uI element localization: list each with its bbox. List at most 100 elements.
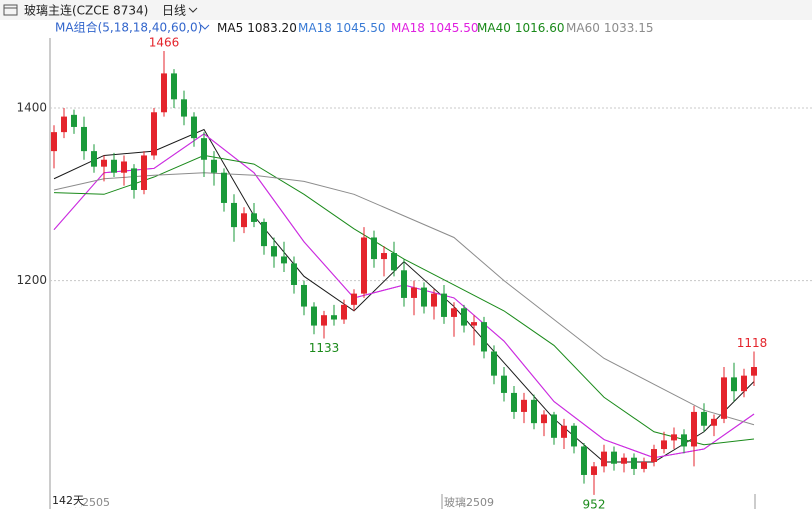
days-count: 142天 bbox=[52, 494, 84, 507]
candle-body bbox=[141, 155, 147, 190]
candle-body bbox=[431, 293, 437, 307]
extreme-label: 1133 bbox=[309, 341, 340, 355]
candle-body bbox=[571, 425, 577, 447]
legend-value: 1083.20 bbox=[247, 21, 297, 35]
y-tick-label: 1200 bbox=[16, 273, 47, 287]
candle-body bbox=[231, 202, 237, 228]
candle-body bbox=[421, 287, 427, 307]
candle-body bbox=[721, 377, 727, 419]
candle-body bbox=[171, 73, 177, 100]
indicator-chevron[interactable] bbox=[200, 24, 210, 30]
candle-body bbox=[441, 293, 447, 317]
legend-entry: MA18 1045.50 bbox=[298, 21, 385, 35]
candle-body bbox=[501, 375, 507, 393]
candle-body bbox=[111, 159, 117, 173]
candle-body bbox=[691, 411, 697, 447]
candle-body bbox=[261, 221, 267, 247]
candle-body bbox=[701, 411, 707, 426]
candle-body bbox=[251, 213, 257, 222]
y-tick-label: 1400 bbox=[16, 100, 47, 114]
candle-body bbox=[71, 114, 77, 127]
candle-body bbox=[401, 270, 407, 298]
candle-body bbox=[411, 287, 417, 298]
legend-name: MA18 bbox=[391, 21, 425, 35]
candle-body bbox=[591, 466, 597, 475]
legend-entry: MA18 1045.50 bbox=[391, 21, 478, 35]
legend-value: 1045.50 bbox=[336, 21, 386, 35]
candle-body bbox=[451, 308, 457, 317]
candle-body bbox=[321, 315, 327, 326]
candle-body bbox=[741, 375, 747, 392]
candle-body bbox=[711, 418, 717, 426]
candle-body bbox=[551, 414, 557, 438]
candle-body bbox=[661, 440, 667, 450]
candle-body bbox=[381, 253, 387, 260]
candle-body bbox=[521, 399, 527, 412]
candle-body bbox=[51, 132, 57, 152]
candle-body bbox=[731, 377, 737, 392]
icon[interactable] bbox=[3, 4, 18, 16]
indicator-name[interactable]: MA组合(5,18,18,40,60,0) bbox=[55, 20, 202, 35]
candle-body bbox=[611, 451, 617, 464]
candle-body bbox=[291, 263, 297, 285]
candle-body bbox=[121, 161, 127, 173]
candle-body bbox=[671, 434, 677, 441]
extreme-label: 952 bbox=[583, 497, 606, 509]
candle-body bbox=[161, 73, 167, 113]
candle-body bbox=[101, 159, 107, 167]
candle-body bbox=[491, 351, 497, 376]
candle-body bbox=[341, 304, 347, 320]
legend-name: MA40 bbox=[477, 21, 511, 35]
legend-name: MA60 bbox=[566, 21, 600, 35]
candle-body bbox=[481, 322, 487, 352]
candle-body bbox=[221, 172, 227, 203]
legend-value: 1033.15 bbox=[604, 21, 654, 35]
candle-body bbox=[651, 449, 657, 463]
candle-body bbox=[61, 116, 67, 133]
legend-value: 1045.50 bbox=[429, 21, 479, 35]
legend-value: 1016.60 bbox=[515, 21, 565, 35]
period[interactable]: 日线 bbox=[162, 4, 186, 18]
candle-body bbox=[151, 112, 157, 156]
legend-entry: MA60 1033.15 bbox=[566, 21, 653, 35]
legend-entry: MA40 1016.60 bbox=[477, 21, 564, 35]
candle-body bbox=[601, 451, 607, 467]
candle-body bbox=[531, 399, 537, 424]
extreme-label: 1466 bbox=[149, 35, 180, 49]
candle-body bbox=[241, 213, 247, 228]
symbol-title: 玻璃主连(CZCE 8734) bbox=[24, 3, 148, 18]
candle-body bbox=[311, 306, 317, 326]
candle-body bbox=[211, 159, 217, 173]
ma-line bbox=[53, 172, 755, 426]
candle-body bbox=[361, 237, 367, 294]
legend-name: MA5 bbox=[217, 21, 243, 35]
candle-body bbox=[331, 315, 337, 320]
extreme-label: 1118 bbox=[737, 336, 768, 350]
candle-body bbox=[631, 457, 637, 469]
candle-body bbox=[511, 392, 517, 412]
candle-body bbox=[561, 425, 567, 438]
candle-body bbox=[181, 99, 187, 117]
candle-body bbox=[271, 246, 277, 257]
candle-body bbox=[91, 151, 97, 167]
legend-name: MA18 bbox=[298, 21, 332, 35]
candle-body bbox=[541, 414, 547, 424]
candle-body bbox=[351, 293, 357, 305]
candle-body bbox=[191, 116, 197, 139]
contract-label: 玻璃2509 bbox=[444, 495, 494, 509]
candle-body bbox=[471, 322, 477, 326]
candle-body bbox=[81, 126, 87, 152]
candle-body bbox=[641, 462, 647, 469]
candle-body bbox=[751, 367, 757, 376]
candle-body bbox=[371, 237, 377, 260]
candle-body bbox=[391, 253, 397, 271]
candle-body bbox=[201, 138, 207, 160]
candle-body bbox=[301, 284, 307, 307]
candle-body bbox=[581, 446, 587, 475]
header-bar bbox=[0, 0, 812, 20]
period-chevron[interactable] bbox=[188, 7, 198, 13]
candle-body bbox=[681, 434, 687, 447]
